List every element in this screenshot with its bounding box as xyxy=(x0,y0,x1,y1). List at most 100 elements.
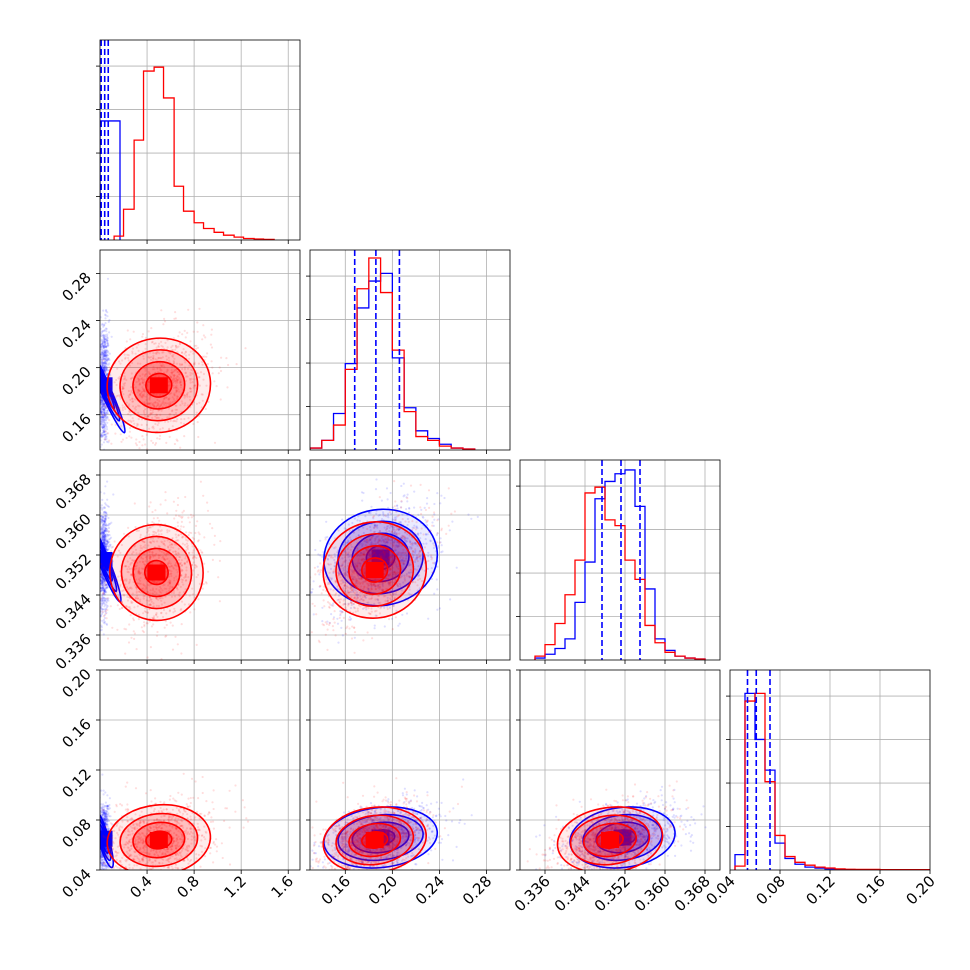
scatter-point xyxy=(429,555,433,559)
scatter-point xyxy=(101,330,105,333)
scatter-point xyxy=(154,422,157,426)
scatter-point xyxy=(96,576,98,578)
scatter-point xyxy=(348,529,351,533)
scatter-point xyxy=(310,591,313,594)
scatter-point xyxy=(149,412,152,415)
scatter-point xyxy=(100,577,103,580)
scatter-point xyxy=(359,591,362,594)
scatter-point xyxy=(171,354,174,357)
scatter-point xyxy=(161,362,164,365)
scatter-point xyxy=(104,354,107,357)
panel-border xyxy=(99,39,301,241)
scatter-point xyxy=(137,389,140,392)
scatter-point xyxy=(365,548,368,551)
scatter-point xyxy=(109,522,112,526)
scatter-point xyxy=(103,345,106,348)
scatter-point xyxy=(402,551,405,554)
scatter-point xyxy=(121,406,124,409)
scatter-point xyxy=(355,581,358,585)
scatter-point xyxy=(100,581,103,585)
scatter-point xyxy=(302,633,304,635)
scatter-point xyxy=(100,531,103,534)
scatter-point xyxy=(102,466,104,468)
scatter-point xyxy=(101,596,104,599)
scatter-point xyxy=(101,407,104,411)
scatter-point xyxy=(103,414,106,418)
scatter-point xyxy=(437,544,440,548)
scatter-point xyxy=(105,530,108,533)
scatter-point xyxy=(169,384,172,387)
y-tick-label: 0.344 xyxy=(52,590,95,633)
scatter-point xyxy=(108,543,111,546)
scatter-point xyxy=(101,410,104,414)
scatter-point xyxy=(362,639,365,642)
scatter-point xyxy=(105,540,108,543)
scatter-point xyxy=(104,333,107,337)
scatter-point xyxy=(165,612,168,615)
scatter-point xyxy=(103,367,106,370)
scatter-point xyxy=(104,583,107,586)
scatter-point xyxy=(103,541,106,544)
scatter-point xyxy=(104,516,107,520)
scatter-point xyxy=(217,576,220,579)
scatter-point xyxy=(159,585,162,589)
scatter-point xyxy=(173,317,176,320)
scatter-point xyxy=(135,424,138,427)
scatter-point xyxy=(414,542,417,545)
scatter-point xyxy=(415,526,418,529)
scatter-point xyxy=(163,317,166,320)
scatter-point xyxy=(101,403,104,406)
scatter-point xyxy=(172,546,175,549)
scatter-point xyxy=(118,394,121,397)
scatter-point xyxy=(143,389,146,392)
scatter-point xyxy=(104,349,107,352)
scatter-point xyxy=(102,353,105,356)
scatter-point xyxy=(118,596,121,600)
scatter-point xyxy=(100,456,102,458)
scatter-point xyxy=(125,436,128,440)
scatter-point xyxy=(128,623,131,626)
scatter-point xyxy=(100,582,103,585)
scatter-point xyxy=(115,378,118,382)
scatter-point xyxy=(418,587,421,590)
scatter-point xyxy=(363,559,366,562)
scatter-point xyxy=(114,403,117,407)
scatter-point xyxy=(141,335,144,338)
scatter-point xyxy=(104,545,107,548)
scatter-point xyxy=(148,608,151,611)
scatter-point xyxy=(182,509,185,512)
scatter-point xyxy=(127,394,130,397)
scatter-point xyxy=(192,561,195,564)
scatter-point xyxy=(172,400,175,403)
scatter-point xyxy=(170,371,173,374)
scatter-point xyxy=(151,589,154,592)
scatter-point xyxy=(142,381,145,385)
scatter-point xyxy=(154,401,157,404)
scatter-point xyxy=(100,455,102,457)
scatter-point xyxy=(145,395,148,398)
scatter-point xyxy=(145,586,148,590)
scatter-point xyxy=(151,551,154,554)
scatter-point xyxy=(140,395,144,398)
scatter-point xyxy=(316,565,319,568)
scatter-point xyxy=(102,584,105,587)
scatter-point xyxy=(141,435,144,438)
scatter-point xyxy=(419,483,422,486)
scatter-point xyxy=(96,416,98,418)
scatter-point xyxy=(443,496,446,500)
scatter-point xyxy=(411,552,414,555)
y-tick-label: 0.368 xyxy=(52,470,95,513)
scatter-point xyxy=(102,340,105,343)
scatter-point xyxy=(110,442,113,445)
scatter-point xyxy=(397,528,400,531)
scatter-point xyxy=(106,504,109,508)
scatter-point xyxy=(405,537,408,540)
scatter-point xyxy=(180,363,184,366)
scatter-point xyxy=(195,556,198,560)
scatter-point xyxy=(127,356,130,360)
scatter-point xyxy=(100,586,103,590)
scatter-point xyxy=(97,422,99,424)
scatter-point xyxy=(102,531,106,534)
scatter-point xyxy=(97,394,99,396)
scatter-point xyxy=(189,381,192,384)
